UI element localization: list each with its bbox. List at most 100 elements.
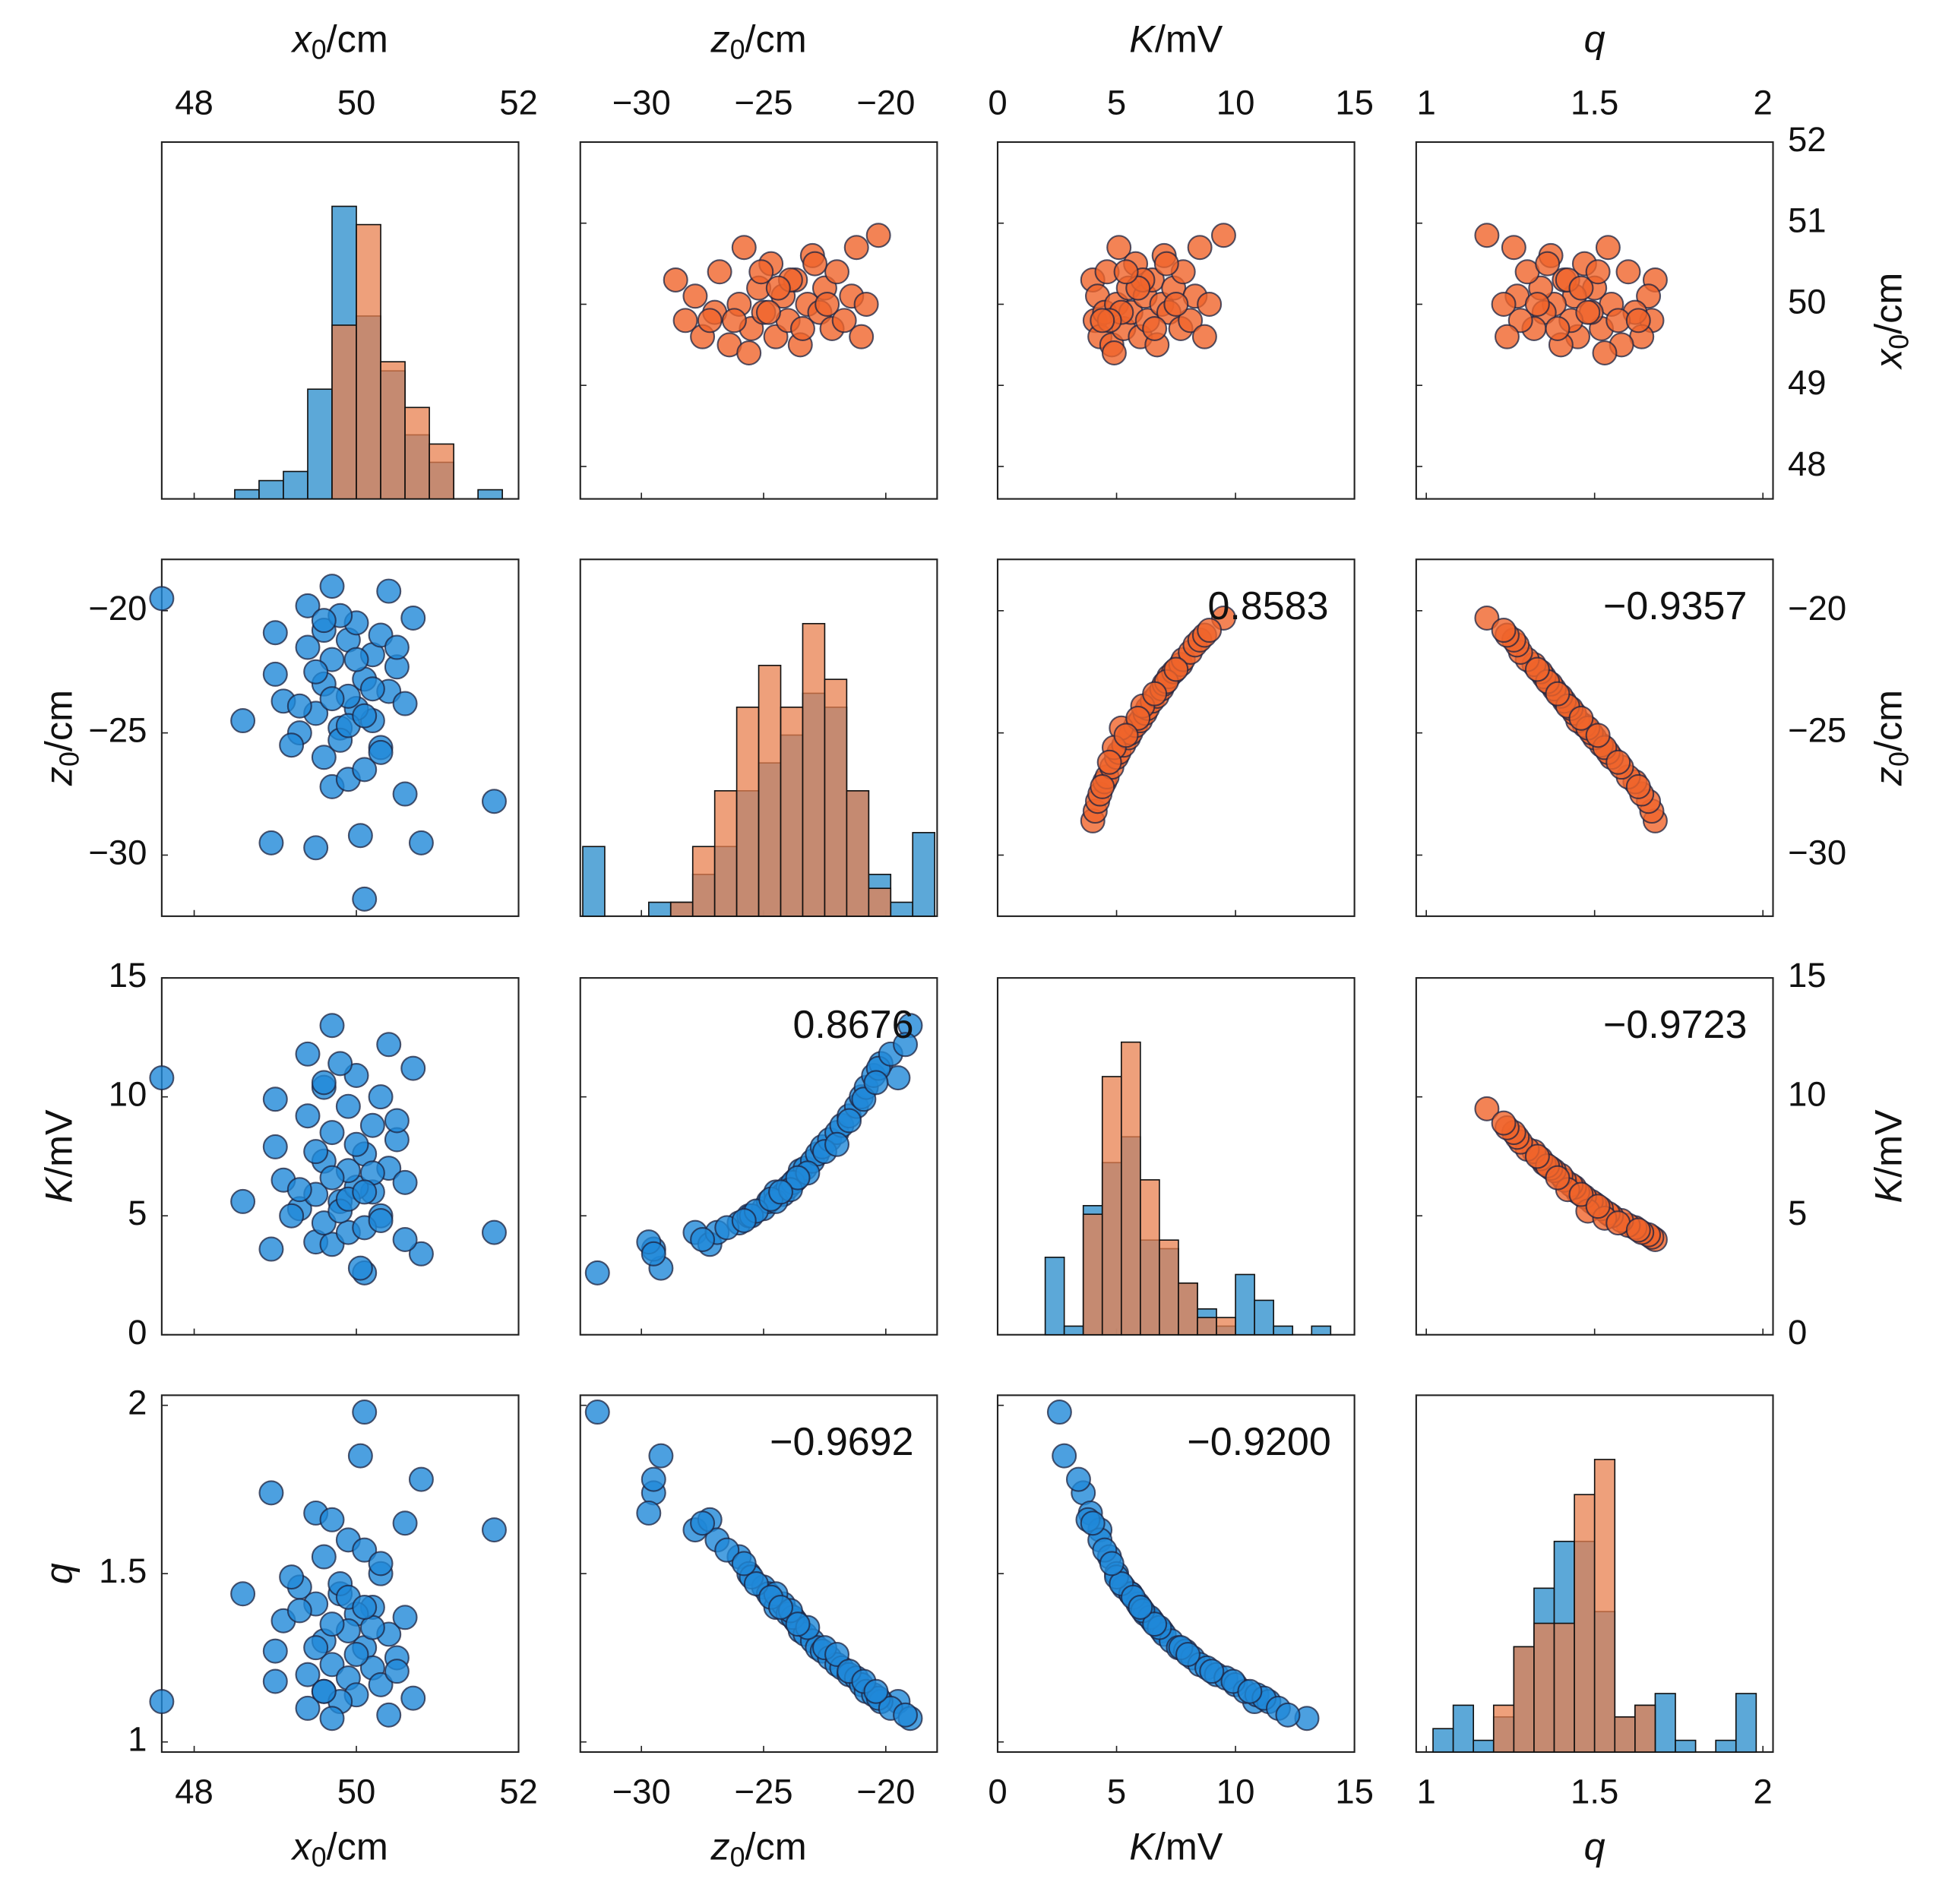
scatter-point	[384, 1108, 410, 1134]
scatter-point	[690, 1510, 716, 1536]
panel	[996, 977, 1356, 1336]
histogram-bar	[1197, 1317, 1217, 1336]
scatter-point	[648, 1443, 674, 1469]
scatter-point	[311, 1678, 337, 1704]
axis-label: q	[1584, 17, 1605, 61]
scatter-point	[802, 251, 828, 277]
axis-subscript: 0	[55, 751, 85, 767]
scatter-point	[319, 574, 345, 599]
x-tick-label: −30	[612, 83, 671, 122]
scatter-point	[1605, 749, 1631, 775]
histogram-bar	[1063, 1325, 1084, 1336]
panel: 0.8676	[579, 977, 938, 1336]
x-tick-label: 50	[337, 83, 376, 122]
panel-frame	[160, 977, 520, 1336]
histogram-bar	[1120, 1041, 1141, 1336]
axis-unit: /cm	[327, 1825, 388, 1868]
histogram-bar	[758, 664, 782, 917]
scatter-point	[584, 1400, 610, 1425]
scatter-point	[279, 1203, 305, 1229]
scatter-point	[1065, 1466, 1091, 1492]
scatter-point	[682, 283, 708, 309]
scatter-point	[319, 1120, 345, 1146]
y-tick-label: −20	[88, 589, 147, 628]
histogram-bar	[1082, 1213, 1103, 1336]
scatter-point	[286, 1598, 312, 1624]
histogram-bar	[404, 406, 430, 500]
scatter-point	[262, 1134, 288, 1159]
histogram-bar	[1715, 1739, 1737, 1753]
y-tick-label: 15	[1788, 956, 1827, 995]
scatter-point	[1106, 235, 1132, 261]
axis-label: x0/cm	[290, 1825, 388, 1873]
scatter-point	[765, 275, 791, 301]
scatter-point	[843, 235, 869, 261]
histogram-bar	[1735, 1693, 1757, 1753]
histogram-bar	[356, 223, 381, 500]
scatter-point	[863, 1070, 889, 1096]
scatter-point	[1052, 1443, 1077, 1469]
histogram-bar	[1432, 1728, 1454, 1753]
histogram-bar	[1634, 1704, 1656, 1753]
x-tick-label: 1.5	[1571, 83, 1618, 122]
scatter-point	[584, 1260, 610, 1286]
scatter-point	[1625, 308, 1651, 334]
scatter-point	[262, 661, 288, 687]
scatter-point	[1096, 749, 1122, 775]
scatter-point	[641, 1241, 666, 1267]
scatter-point	[400, 605, 426, 631]
scatter-point	[1474, 1096, 1500, 1121]
scatter-point	[690, 1227, 716, 1253]
scatter-point	[1491, 618, 1517, 644]
histogram-bar	[1574, 1494, 1596, 1753]
scatter-point	[368, 1672, 394, 1697]
scatter-point	[1142, 681, 1168, 707]
scatter-point	[1545, 681, 1571, 707]
scatter-point	[731, 1551, 757, 1577]
y-tick-label: −25	[88, 711, 147, 750]
x-tick-label: 15	[1335, 1772, 1374, 1811]
scatter-point	[343, 1131, 369, 1157]
scatter-point	[1199, 1659, 1225, 1684]
scatter-point	[295, 1041, 321, 1067]
axis-symbol: x	[1867, 348, 1910, 371]
axis-subscript: 0	[312, 35, 327, 65]
x-tick-label: 5	[1107, 83, 1126, 122]
x-tick-label: −25	[734, 83, 792, 122]
scatter-point	[1142, 1611, 1168, 1637]
panel	[149, 977, 520, 1336]
axis-label: q	[1584, 1825, 1605, 1868]
histogram-bar	[713, 790, 738, 917]
y-tick-label: 1.5	[99, 1551, 147, 1590]
scatter-point	[863, 1678, 889, 1704]
scatter-point	[785, 1611, 811, 1637]
histogram-bar	[669, 901, 694, 917]
scatter-point	[1099, 1551, 1125, 1577]
scatter-point	[1491, 1110, 1517, 1136]
scatter-point	[368, 1084, 394, 1110]
scatter-point	[837, 1108, 862, 1134]
y-tick-label: 0	[128, 1313, 147, 1352]
scatter-point	[1595, 235, 1621, 261]
histogram-bar	[1452, 1704, 1475, 1753]
scatter-point	[1210, 223, 1236, 248]
histogram-bar	[477, 489, 503, 500]
x-tick-label: 0	[988, 83, 1007, 122]
x-tick-label: 52	[499, 83, 538, 122]
scatter-point	[359, 1112, 385, 1138]
scatter-point	[1636, 283, 1662, 309]
axis-label: x0/cm	[1867, 273, 1915, 371]
axis-subscript: 0	[730, 1842, 745, 1873]
x-tick-label: −20	[856, 83, 915, 122]
scatter-point	[347, 1443, 373, 1469]
histogram-bar	[258, 479, 284, 500]
scatter-point	[258, 830, 284, 856]
scatter-point	[1625, 1217, 1651, 1243]
scatter-point	[376, 1032, 402, 1058]
panel: −0.9357	[1415, 558, 1774, 917]
x-tick-label: 15	[1335, 83, 1374, 122]
panel-frame	[996, 558, 1356, 917]
y-tick-label: −30	[1788, 833, 1846, 871]
histogram-bar	[1553, 1622, 1575, 1753]
